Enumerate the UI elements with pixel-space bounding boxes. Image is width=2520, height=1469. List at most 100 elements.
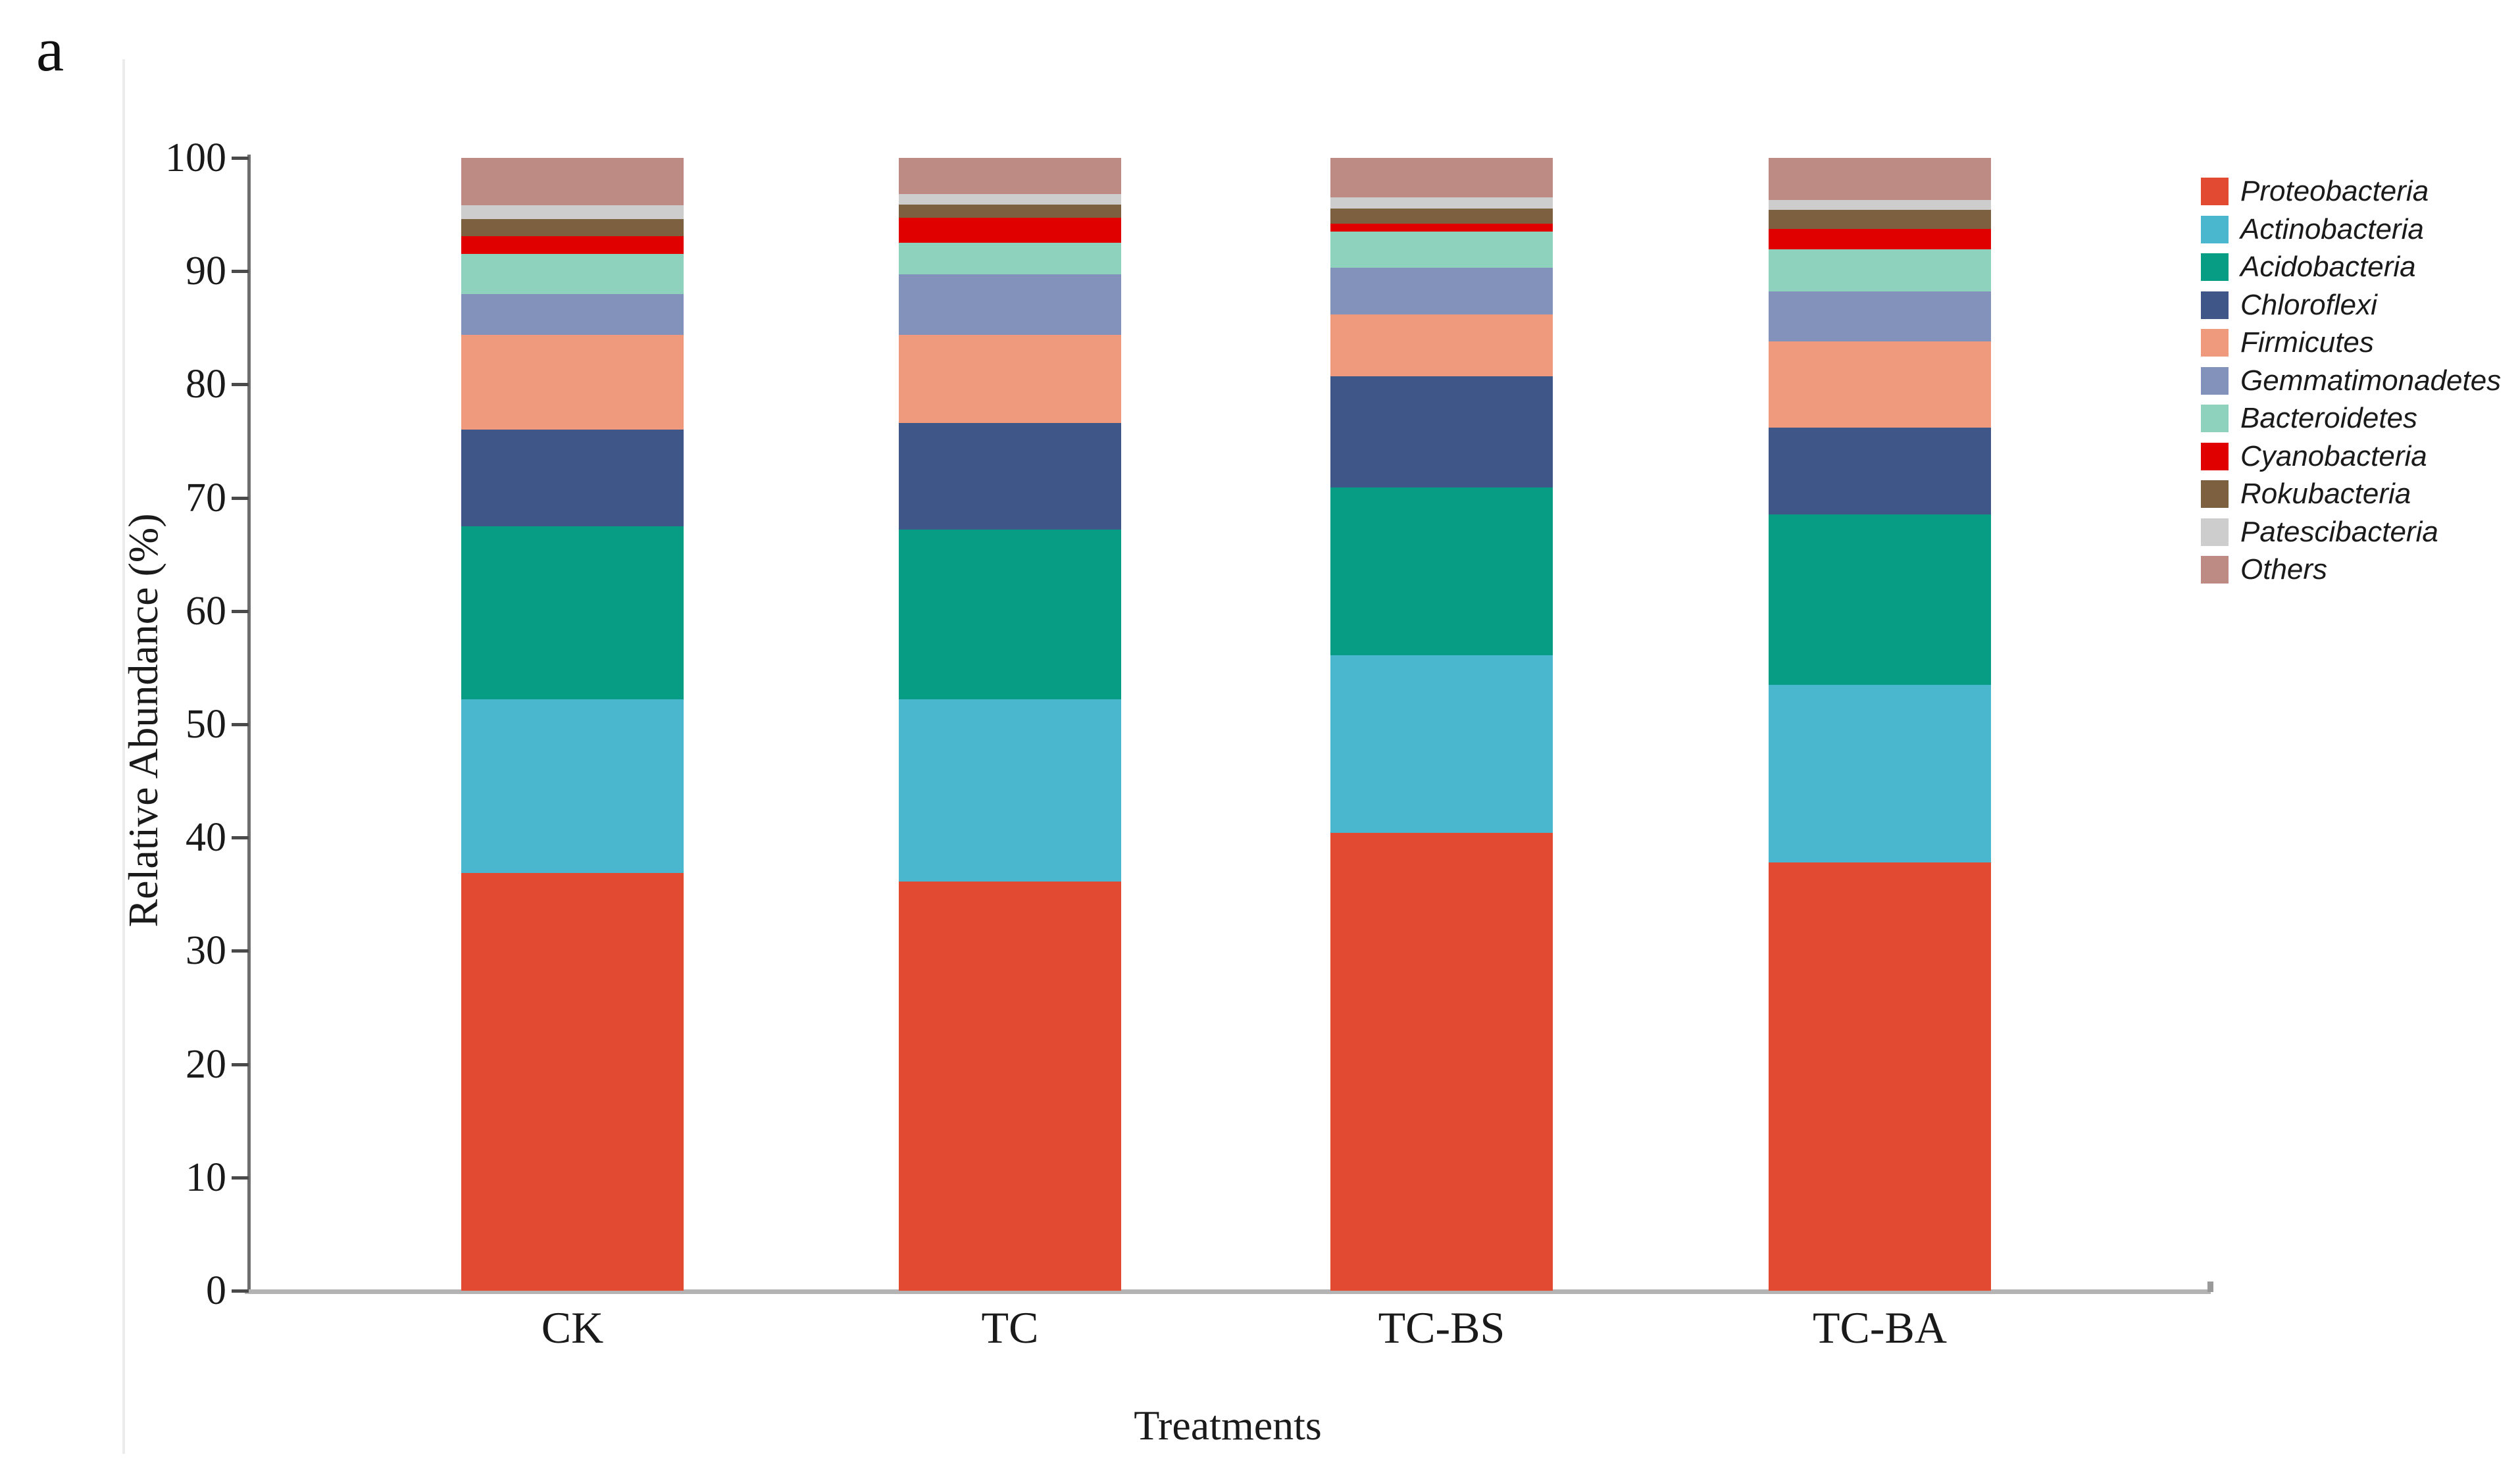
y-tick-label-30: 30 [186, 928, 226, 973]
legend-swatch-Rokubacteria [2201, 480, 2229, 508]
y-tick-label-40: 40 [186, 815, 226, 860]
bar-segment-TC-Actinobacteria [899, 699, 1121, 882]
bar-segment-TC-Proteobacteria [899, 882, 1121, 1291]
bar-segment-CK-Proteobacteria [461, 872, 684, 1291]
x-category-label-TC: TC [981, 1303, 1039, 1353]
bar-segment-TC-BS-Gemmatimonadetes [1330, 268, 1553, 314]
y-tick-label-20: 20 [186, 1042, 226, 1087]
y-tick-mark-40 [232, 836, 249, 839]
y-tick-label-50: 50 [186, 702, 226, 747]
y-axis-line [247, 155, 251, 1294]
y-axis-title: Relative Abundance (%) [120, 513, 166, 928]
bar-segment-CK-Gemmatimonadetes [461, 293, 684, 335]
bar-segment-TC-BS-Chloroflexi [1330, 376, 1553, 488]
legend-label-Actinobacteria: Actinobacteria [2240, 213, 2424, 245]
y-tick-label-70: 70 [186, 476, 226, 520]
bar-segment-TC-BA-Firmicutes [1769, 341, 1991, 428]
y-tick-mark-70 [232, 497, 249, 500]
bar-segment-TC-BA-Actinobacteria [1769, 684, 1991, 863]
legend-swatch-Firmicutes [2201, 329, 2229, 357]
bar-segment-TC-BA-Proteobacteria [1769, 862, 1991, 1291]
legend-label-Gemmatimonadetes: Gemmatimonadetes [2240, 364, 2502, 397]
x-category-label-TC-BA: TC-BA [1813, 1303, 1947, 1353]
bar-segment-TC-Others [899, 158, 1121, 195]
bar-segment-CK-Acidobacteria [461, 526, 684, 700]
bar-segment-CK-Bacteroidetes [461, 254, 684, 294]
bar-segment-TC-Cyanobacteria [899, 218, 1121, 243]
legend-swatch-Acidobacteria [2201, 253, 2229, 281]
bar-segment-TC-BA-Chloroflexi [1769, 427, 1991, 515]
legend-label-Others: Others [2240, 553, 2328, 585]
y-tick-mark-0 [232, 1289, 249, 1293]
legend-label-Bacteroidetes: Bacteroidetes [2240, 402, 2418, 434]
bar-segment-CK-Patescibacteria [461, 205, 684, 219]
x-category-label-TC-BS: TC-BS [1378, 1303, 1505, 1353]
bar-segment-TC-Rokubacteria [899, 204, 1121, 218]
x-axis-line [245, 1289, 2211, 1294]
bar-segment-TC-BS-Bacteroidetes [1330, 231, 1553, 268]
bar-segment-TC-Acidobacteria [899, 529, 1121, 700]
bar-segment-CK-Actinobacteria [461, 699, 684, 873]
y-tick-mark-50 [232, 723, 249, 726]
y-tick-label-10: 10 [186, 1155, 226, 1200]
bar-segment-CK-Chloroflexi [461, 430, 684, 526]
legend-label-Chloroflexi: Chloroflexi [2240, 289, 2377, 321]
y-tick-label-80: 80 [186, 362, 226, 407]
bar-segment-TC-BA-Gemmatimonadetes [1769, 291, 1991, 341]
x-axis-title: Treatments [1134, 1402, 1322, 1449]
legend-swatch-Bacteroidetes [2201, 405, 2229, 432]
bar-segment-TC-BA-Rokubacteria [1769, 210, 1991, 230]
bar-segment-TC-Firmicutes [899, 334, 1121, 423]
bar-segment-TC-BS-Patescibacteria [1330, 197, 1553, 209]
legend-swatch-Others [2201, 556, 2229, 584]
bar-segment-CK-Rokubacteria [461, 218, 684, 236]
figure-left-border [122, 59, 125, 1454]
bar-segment-TC-Gemmatimonadetes [899, 274, 1121, 335]
bar-segment-TC-BS-Cyanobacteria [1330, 223, 1553, 232]
bar-segment-TC-BA-Others [1769, 158, 1991, 200]
x-category-label-CK: CK [541, 1303, 604, 1353]
y-tick-mark-100 [232, 157, 249, 160]
panel-label: a [36, 14, 64, 84]
y-tick-mark-60 [232, 610, 249, 613]
y-tick-mark-10 [232, 1176, 249, 1180]
bar-segment-TC-BA-Bacteroidetes [1769, 249, 1991, 292]
legend-label-Rokubacteria: Rokubacteria [2240, 478, 2411, 510]
legend-swatch-Gemmatimonadetes [2201, 367, 2229, 395]
legend-label-Firmicutes: Firmicutes [2240, 326, 2374, 359]
y-tick-mark-80 [232, 383, 249, 386]
bar-segment-TC-BS-Firmicutes [1330, 314, 1553, 377]
y-tick-label-0: 0 [206, 1268, 226, 1313]
bar-segment-TC-Patescibacteria [899, 194, 1121, 205]
bar-segment-TC-BS-Actinobacteria [1330, 655, 1553, 834]
bar-segment-CK-Others [461, 158, 684, 206]
legend-swatch-Proteobacteria [2201, 178, 2229, 205]
y-tick-mark-90 [232, 270, 249, 273]
bar-segment-TC-Chloroflexi [899, 422, 1121, 530]
bar-segment-TC-BS-Acidobacteria [1330, 487, 1553, 655]
y-tick-mark-30 [232, 949, 249, 953]
legend-swatch-Actinobacteria [2201, 216, 2229, 243]
bar-segment-CK-Cyanobacteria [461, 236, 684, 255]
legend-label-Cyanobacteria: Cyanobacteria [2240, 440, 2427, 472]
y-tick-label-90: 90 [186, 249, 226, 293]
legend-label-Acidobacteria: Acidobacteria [2240, 251, 2416, 283]
legend-swatch-Cyanobacteria [2201, 443, 2229, 470]
x-axis-end-tick [2207, 1282, 2213, 1292]
bar-segment-TC-BS-Others [1330, 158, 1553, 198]
legend-label-Patescibacteria: Patescibacteria [2240, 516, 2438, 548]
legend-swatch-Chloroflexi [2201, 291, 2229, 319]
y-tick-mark-20 [232, 1063, 249, 1066]
bar-segment-TC-BA-Patescibacteria [1769, 199, 1991, 211]
bar-segment-CK-Firmicutes [461, 334, 684, 430]
legend-label-Proteobacteria: Proteobacteria [2240, 175, 2429, 207]
bar-segment-TC-BA-Acidobacteria [1769, 514, 1991, 685]
bar-segment-TC-BS-Proteobacteria [1330, 833, 1553, 1291]
bar-segment-TC-BA-Cyanobacteria [1769, 229, 1991, 250]
y-tick-label-60: 60 [186, 589, 226, 634]
bar-segment-TC-BS-Rokubacteria [1330, 209, 1553, 224]
legend-swatch-Patescibacteria [2201, 518, 2229, 546]
y-tick-label-100: 100 [165, 136, 226, 180]
bar-segment-TC-Bacteroidetes [899, 243, 1121, 275]
